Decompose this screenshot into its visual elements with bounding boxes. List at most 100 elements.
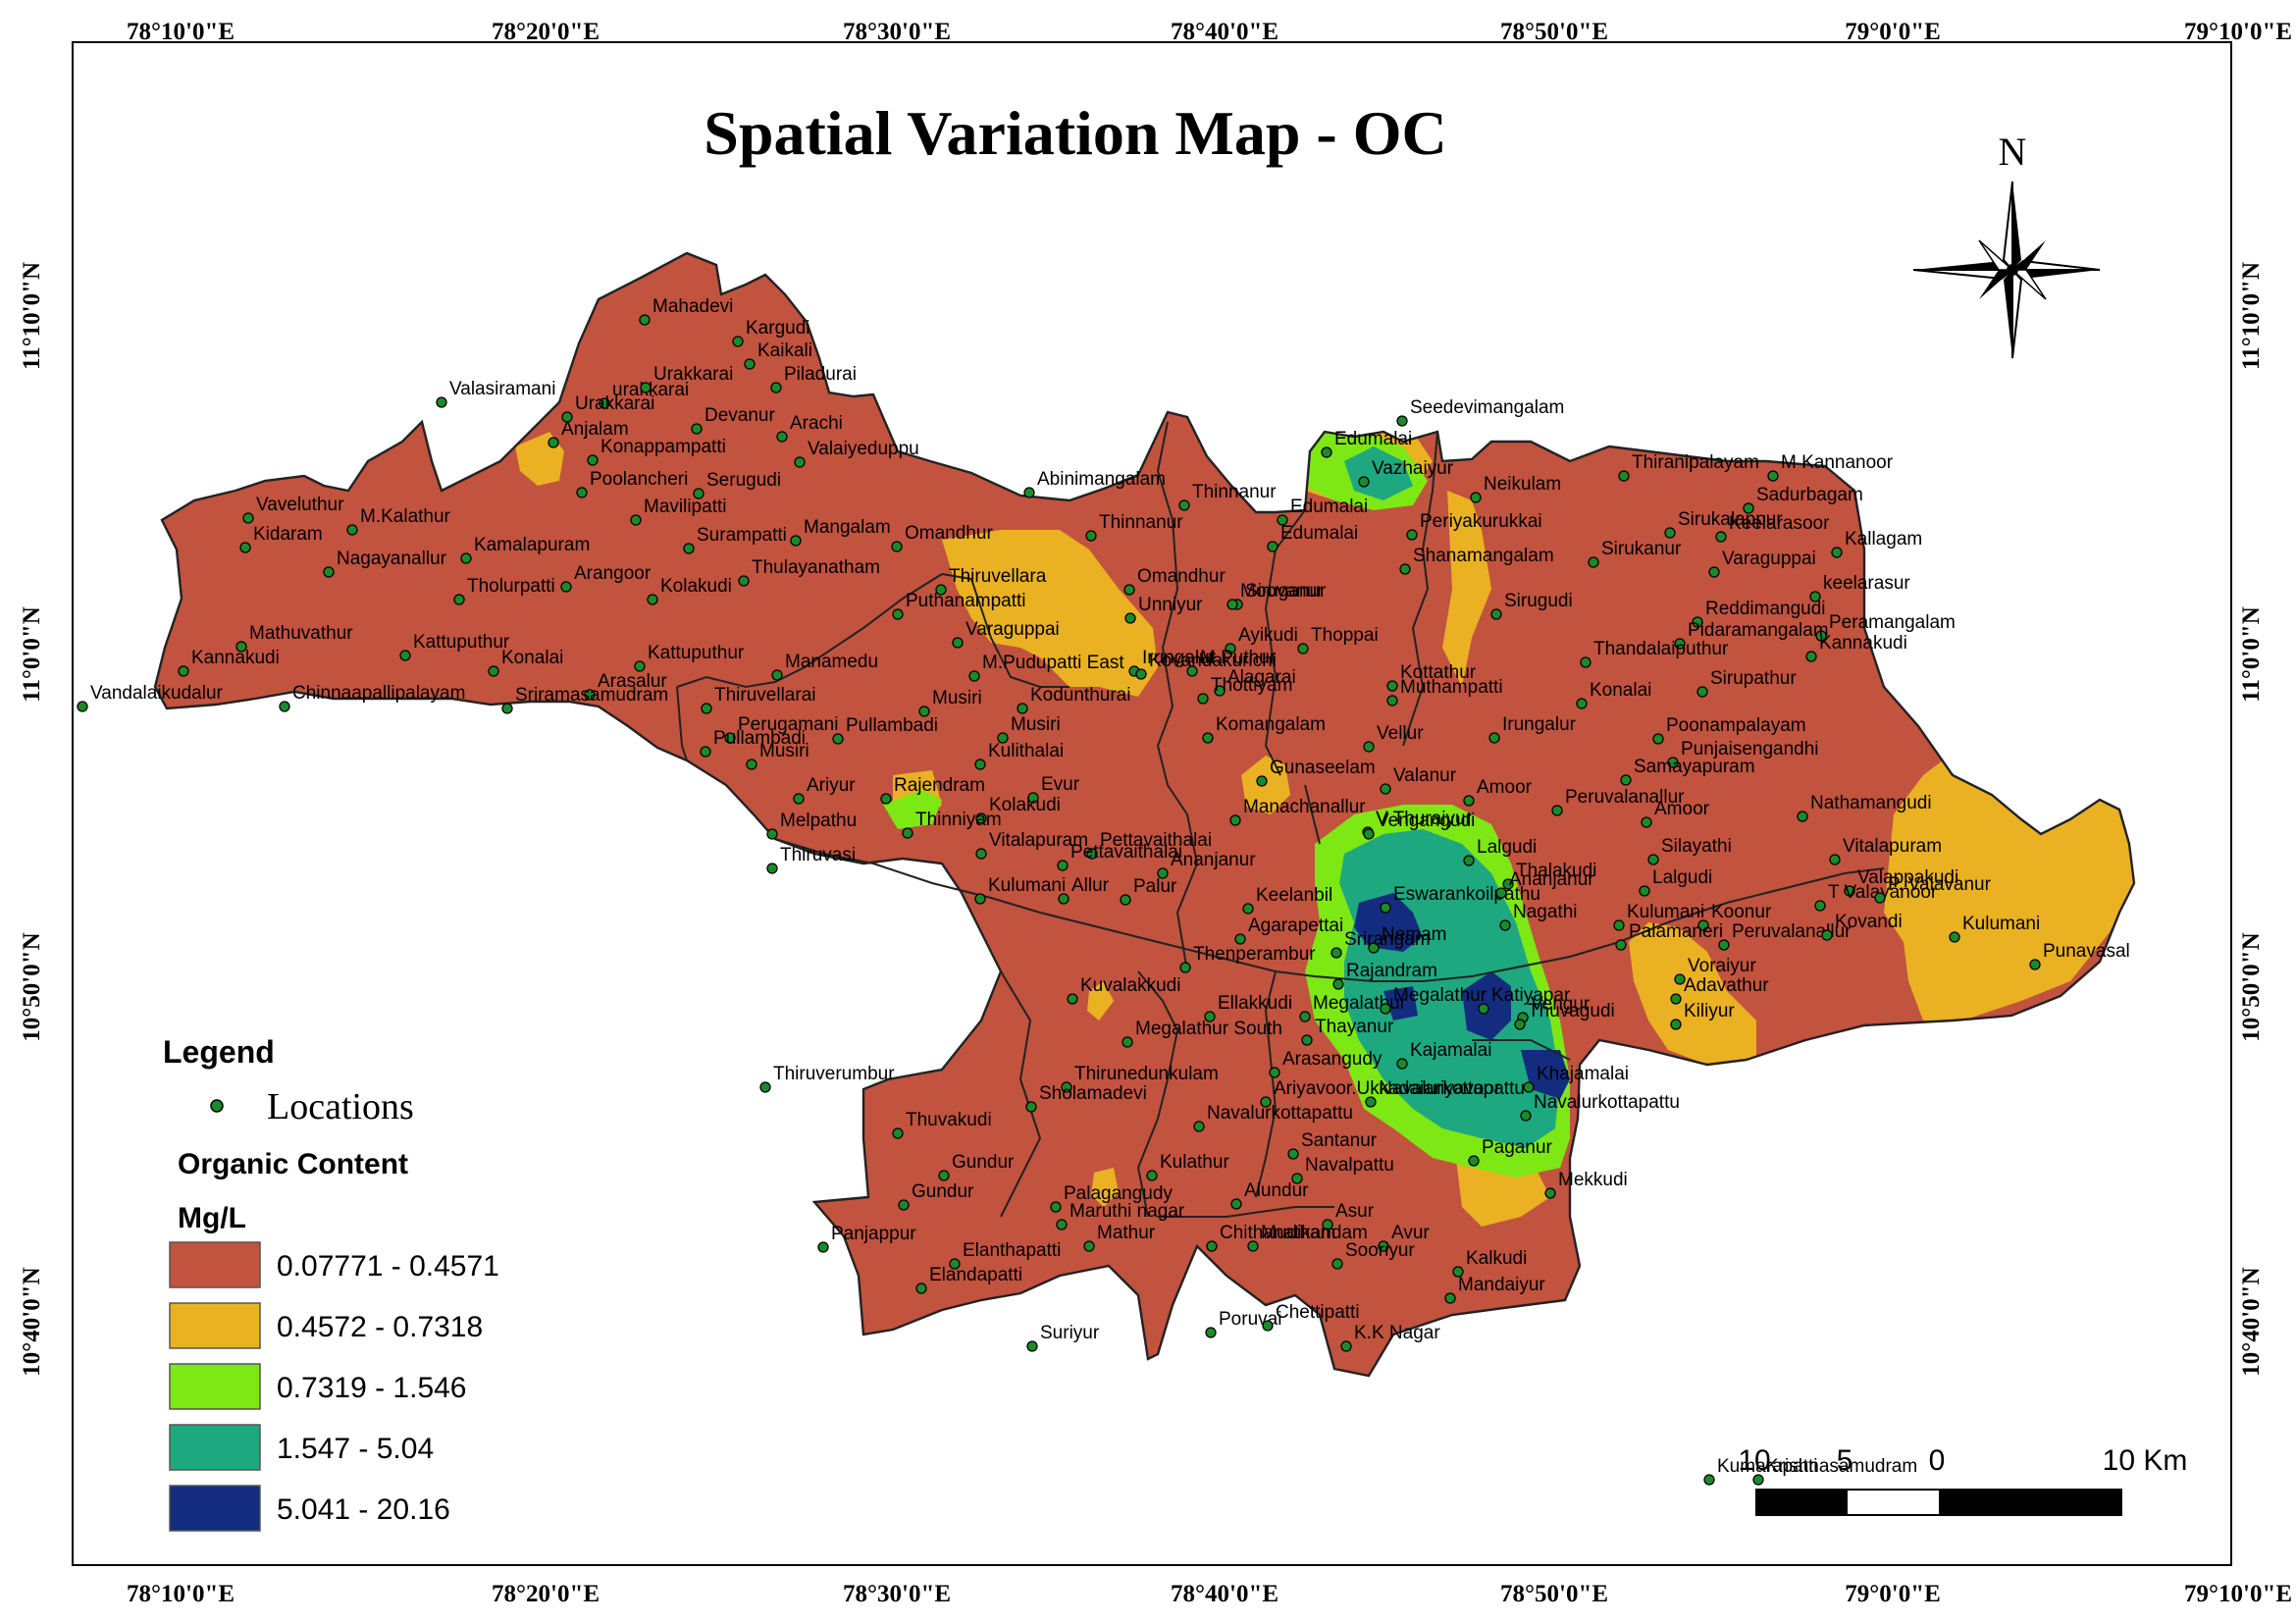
place-label: Siruganur (1245, 581, 1327, 602)
location-point (1551, 805, 1563, 816)
location-point (949, 1258, 961, 1270)
location-point (1226, 599, 1238, 610)
map-title: Spatial Variation Map - OC (704, 98, 1446, 168)
location-point (1718, 939, 1730, 951)
location-point (1262, 1320, 1274, 1332)
legend-variable: Organic Content (178, 1148, 408, 1180)
location-point (817, 1241, 829, 1253)
location-point (1122, 1036, 1133, 1048)
place-label: Kolakudi (989, 795, 1061, 815)
place-label: Vellur (1377, 723, 1424, 744)
location: Peramangalam (1815, 612, 1956, 642)
place-label: Punavasal (2043, 941, 2130, 962)
place-label: Chinnaapallipalayam (292, 683, 465, 704)
location: Gunaseelam (1256, 758, 1376, 787)
place-label: Manamedu (785, 652, 878, 672)
location-point (1674, 638, 1686, 650)
location: Peruvalanallur (1718, 921, 1852, 951)
place-label: Omandhur (905, 523, 993, 544)
place-label: Paganur (1482, 1137, 1553, 1158)
location: Thoppai (1297, 625, 1379, 654)
location: Avur (1378, 1223, 1430, 1252)
location: Sooriyur (1331, 1240, 1415, 1270)
location-point (1380, 783, 1391, 795)
place-label: Kulumani (1627, 902, 1704, 922)
location: Keelarasoor (1715, 513, 1830, 543)
location-point (1396, 415, 1408, 427)
location: Vaveluthur (242, 495, 344, 524)
location: Arasangudy (1269, 1049, 1383, 1078)
location: Varaguppai (952, 619, 1060, 649)
location: Pettavaithalai (1086, 830, 1212, 860)
location: Kallagam (1831, 529, 1922, 558)
zone-orange (1629, 922, 1756, 1065)
location: Kulithalai (974, 741, 1064, 770)
location-point (1206, 1240, 1218, 1252)
location: Mangalam (790, 517, 891, 547)
place-label: Adavathur (1684, 975, 1769, 996)
location: Thinniyam (902, 810, 1002, 839)
location: Mavilipatti (630, 497, 726, 526)
longitude-label: 79°10'0"E (2184, 1581, 2292, 1607)
place-label: Valaiyeduppu (808, 439, 919, 459)
location: Edumalai (1277, 497, 1368, 526)
location-point (1086, 848, 1098, 860)
legend-swatch (169, 1424, 261, 1471)
legend-swatch (169, 1485, 261, 1532)
location-point (766, 828, 778, 840)
location: Sadurbagam (1743, 485, 1863, 514)
location: Musiri (997, 714, 1061, 744)
location: Kalkudi (1452, 1248, 1527, 1278)
location: Mathuvathur (235, 623, 353, 653)
location-point (1277, 514, 1288, 526)
place-label: Vengangudi (1377, 811, 1475, 831)
place-label: Keelanbil (1256, 885, 1332, 906)
place-label: Sirupathur (1710, 668, 1797, 689)
place-label: Kulumani (988, 875, 1066, 896)
zone-orange (942, 530, 1158, 697)
location: Muthampatti (1386, 677, 1503, 707)
location-point (1378, 1240, 1389, 1252)
location: Kulumani (1613, 902, 1704, 931)
place-label: Poonampalayam (1666, 715, 1806, 736)
location-point (790, 535, 802, 547)
location-point (1576, 698, 1588, 709)
place-label: Gundur (912, 1181, 974, 1202)
location: Koonur (1697, 902, 1772, 931)
place-label: Valappakudi (1857, 867, 1958, 888)
place-label: Devanur (704, 405, 775, 426)
location-point (1615, 939, 1627, 951)
location-point (794, 456, 806, 468)
place-label: Srirangam (1344, 929, 1431, 950)
north-arrow-icon: N (1912, 130, 2101, 359)
location-point (1256, 775, 1268, 787)
location-point (1050, 1201, 1062, 1213)
location: Pullambadi (700, 728, 806, 758)
legend-classes: 0.07771 - 0.4571 0.4572 - 0.7318 0.7319 - … (169, 1241, 499, 1532)
legend-class: 0.07771 - 0.4571 (169, 1241, 499, 1288)
longitude-label: 78°20'0"E (492, 19, 600, 45)
location-point (1478, 1003, 1489, 1015)
location-point (1386, 680, 1398, 692)
location-point (759, 1081, 771, 1093)
location: Suriyur (1026, 1323, 1100, 1352)
location-point (1670, 1019, 1682, 1030)
location: Voraiyur (1674, 956, 1756, 985)
latitude-label: 11°10'0"N (19, 262, 45, 370)
place-label: Thirunedunkulam (1074, 1064, 1219, 1084)
location-point (1340, 1340, 1352, 1352)
location-point (1380, 1003, 1391, 1015)
location: Kulumani (974, 875, 1066, 905)
location-point (1331, 1258, 1343, 1270)
locations-layer: Mahadevi Kargudi urakkarai Kaikali Urakkarai… (77, 296, 2130, 1486)
location-point (1949, 931, 1960, 943)
location: Musiri (746, 741, 809, 770)
location-point (488, 665, 499, 677)
place-label: Lalgudi (1652, 867, 1712, 888)
location-point (1026, 1340, 1038, 1352)
place-label: Musiri (1011, 714, 1061, 735)
location-point (975, 812, 987, 824)
location: Elanthapatti (949, 1240, 1061, 1270)
longitude-label: 78°10'0"E (127, 19, 235, 45)
location: Ellakkudi (1204, 993, 1292, 1022)
